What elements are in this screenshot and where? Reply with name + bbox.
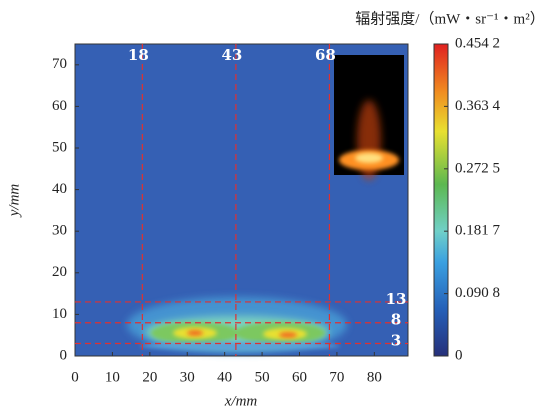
y-axis-label: y/mm xyxy=(6,184,22,219)
reference-label: 8 xyxy=(391,311,401,329)
y-tick-label: 10 xyxy=(52,306,67,322)
y-tick-label: 0 xyxy=(60,347,68,363)
x-tick-label: 20 xyxy=(142,369,157,385)
reference-label: 13 xyxy=(386,290,407,308)
colorbar-tick-label: 0.363 4 xyxy=(455,98,501,114)
y-tick-label: 20 xyxy=(52,264,67,280)
y-tick-label: 30 xyxy=(52,223,67,239)
y-tick-label: 40 xyxy=(52,181,67,197)
x-tick-label: 10 xyxy=(105,369,120,385)
plot-frame xyxy=(74,43,409,357)
colorbar xyxy=(433,43,449,357)
colorbar-title: 辐射强度/（mW・sr⁻¹・m²） xyxy=(355,10,544,27)
reference-label: 43 xyxy=(221,46,242,64)
x-tick-label: 40 xyxy=(217,369,232,385)
colorbar-tick-label: 0.454 2 xyxy=(455,35,500,51)
y-tick-label: 60 xyxy=(52,98,67,114)
colorbar-tick-label: 0.181 7 xyxy=(455,223,501,239)
x-tick-label: 60 xyxy=(292,369,307,385)
y-tick-label: 70 xyxy=(52,56,67,72)
reference-label: 68 xyxy=(315,46,336,64)
reference-label: 18 xyxy=(128,46,149,64)
reference-label: 3 xyxy=(391,332,401,350)
x-tick-label: 80 xyxy=(367,369,382,385)
x-tick-label: 70 xyxy=(329,369,344,385)
colorbar-tick-label: 0 xyxy=(455,347,463,363)
colorbar-tick-label: 0.272 5 xyxy=(455,160,500,176)
x-tick-label: 0 xyxy=(71,369,79,385)
colorbar-tick-label: 0.090 8 xyxy=(455,285,500,301)
flame-photo xyxy=(334,55,404,180)
x-tick-label: 30 xyxy=(180,369,195,385)
x-tick-label: 50 xyxy=(255,369,270,385)
x-axis-label: x/mm xyxy=(224,393,258,409)
y-tick-label: 50 xyxy=(52,139,67,155)
